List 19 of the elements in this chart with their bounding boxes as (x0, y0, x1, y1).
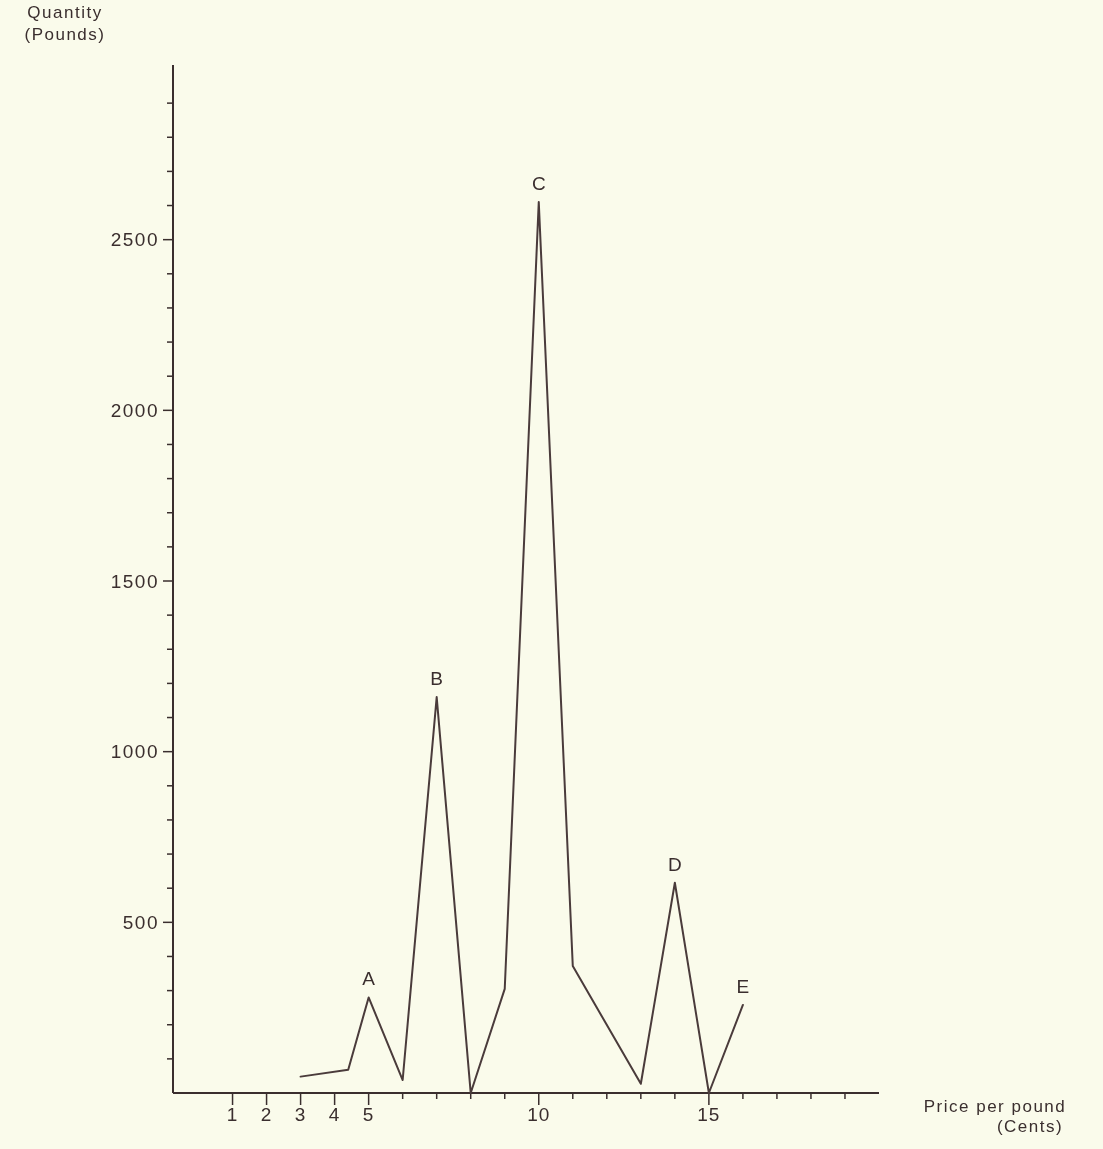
x-tick-label: 10 (527, 1104, 551, 1125)
x-tick-label: 1 (226, 1104, 239, 1125)
y-tick-label: 1500 (110, 570, 159, 592)
y-tick-label: 2000 (110, 399, 159, 421)
x-axis-title: Price per pound (Cents) (923, 1097, 1067, 1136)
annotation: E (736, 975, 750, 997)
x-tick-label: 5 (362, 1104, 375, 1125)
x-tick-label: 2 (260, 1104, 273, 1125)
y-tick-label: 500 (122, 911, 159, 933)
annotation: D (667, 853, 682, 875)
x-tick-label: 15 (697, 1104, 721, 1125)
y-axis-title: Quantity (Pounds) (24, 3, 106, 44)
x-tick-label: 3 (294, 1104, 307, 1125)
annotation: C (531, 173, 546, 195)
annotation: B (430, 668, 444, 690)
annotation: A (362, 968, 376, 990)
y-tick-label: 1000 (110, 741, 159, 763)
y-tick-label: 2500 (110, 229, 159, 251)
x-tick-label: 4 (328, 1104, 341, 1125)
